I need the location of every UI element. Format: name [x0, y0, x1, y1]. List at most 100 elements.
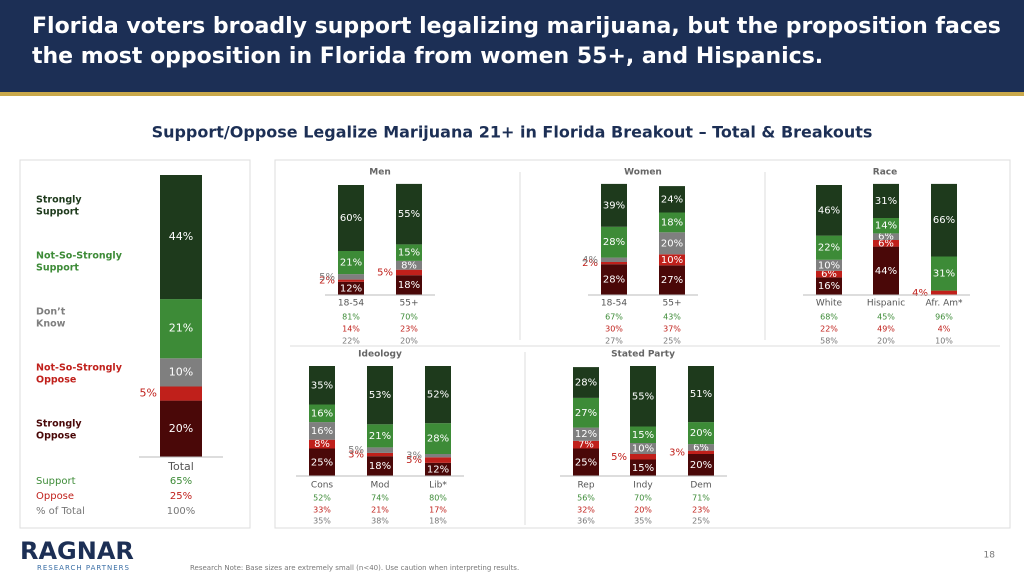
x-tick-label: Lib*: [429, 481, 447, 491]
bar-segment: [873, 183, 899, 218]
bar-segment: [630, 454, 656, 460]
summary-value: 30%: [605, 325, 623, 334]
bar-segment: [873, 233, 899, 240]
bar-segment: [816, 270, 842, 278]
summary-label: Support: [36, 476, 76, 487]
data-label: 55%: [632, 391, 654, 402]
data-label: 66%: [933, 215, 955, 226]
data-label: 10%: [818, 260, 840, 271]
panel-title: Men: [369, 168, 390, 178]
bar-segment: [601, 262, 627, 265]
data-label: 44%: [169, 230, 193, 243]
summary-value: 33%: [313, 506, 331, 515]
footnote: Research Note: Base sizes are extremely …: [190, 564, 519, 572]
data-label: 16%: [311, 426, 333, 437]
x-tick-label: Indy: [633, 481, 653, 491]
bar-segment: [396, 275, 422, 295]
data-label: 5%: [348, 445, 364, 456]
x-tick-label: Hispanic: [867, 299, 905, 309]
bar-segment: [816, 185, 842, 236]
bar-segment: [931, 256, 957, 291]
data-label: 18%: [369, 461, 391, 472]
data-label: 55%: [398, 209, 420, 220]
data-label: 18%: [398, 280, 420, 291]
bar-segment: [659, 254, 685, 266]
bar-segment: [873, 246, 899, 295]
bar-segment: [931, 290, 957, 295]
data-label: 25%: [575, 457, 597, 468]
bar-segment: [367, 366, 393, 425]
bar-segment: [338, 279, 364, 282]
summary-value: 70%: [634, 494, 652, 503]
bar-segment: [659, 265, 685, 295]
data-label: 5%: [377, 267, 393, 278]
bar-segment: [573, 367, 599, 398]
data-label: 20%: [690, 460, 712, 471]
summary-value: 20%: [634, 506, 652, 515]
data-label: 28%: [575, 378, 597, 389]
title-line: the most opposition in Florida from wome…: [32, 44, 824, 69]
bar-segment: [396, 183, 422, 245]
data-label: 16%: [818, 281, 840, 292]
summary-value: 96%: [935, 313, 953, 322]
data-label: 6%: [821, 269, 837, 280]
data-label: 6%: [878, 238, 894, 249]
data-label: 3%: [348, 450, 364, 461]
panel-title: Race: [873, 168, 897, 178]
data-label: 4%: [912, 288, 928, 299]
data-label: 53%: [369, 390, 391, 401]
bar-segment: [573, 448, 599, 476]
summary-label: % of Total: [36, 506, 85, 517]
data-label: 15%: [398, 248, 420, 259]
bar-segment: [630, 443, 656, 454]
bar-segment: [573, 440, 599, 449]
legend-label: Strongly Oppose: [36, 418, 82, 441]
legend-label: Not-So-Strongly Support: [36, 250, 123, 273]
logo-sub: RESEARCH PARTNERS: [37, 564, 130, 572]
data-label: 52%: [427, 390, 449, 401]
summary-value: 49%: [877, 325, 895, 334]
bar-segment: [816, 235, 842, 260]
bar-segment: [630, 366, 656, 427]
summary-value: 17%: [429, 506, 447, 515]
bar-segment: [630, 426, 656, 443]
data-label: 8%: [401, 260, 417, 271]
data-label: 39%: [603, 200, 625, 211]
logo: RAGNAR: [20, 537, 134, 565]
x-tick-label: White: [816, 299, 843, 309]
bar-segment: [367, 456, 393, 476]
data-label: 51%: [690, 389, 712, 400]
data-label: 5%: [319, 272, 335, 283]
bar-segment: [309, 404, 335, 423]
header: Florida voters broadly support legalizin…: [0, 0, 1024, 96]
bar-segment: [630, 459, 656, 476]
data-label: 16%: [311, 408, 333, 419]
data-label: 3%: [406, 451, 422, 462]
summary-value: 35%: [313, 517, 331, 526]
data-label: 8%: [314, 439, 330, 450]
summary-value: 70%: [400, 313, 418, 322]
summary-value: 56%: [577, 494, 595, 503]
x-tick-label: 18-54: [338, 299, 364, 309]
bar-segment: [396, 260, 422, 270]
data-label: 22%: [818, 243, 840, 254]
panel-frame: [19, 159, 251, 529]
data-label: 3%: [669, 447, 685, 458]
summary-value: 80%: [429, 494, 447, 503]
x-tick-label: Dem: [690, 481, 711, 491]
summary-value: 20%: [877, 337, 895, 346]
bar-segment: [573, 397, 599, 428]
bar-segment: [425, 366, 451, 424]
data-label: 31%: [933, 269, 955, 280]
chart-title: Support/Oppose Legalize Marijuana 21+ in…: [152, 123, 873, 142]
bar-segment: [931, 183, 957, 257]
bar-segment: [338, 185, 364, 251]
data-label: 5%: [140, 387, 157, 400]
summary-value: 25%: [663, 337, 681, 346]
data-label: 28%: [603, 237, 625, 248]
data-label: 44%: [875, 266, 897, 277]
data-label: 10%: [632, 444, 654, 455]
x-tick-label: 55+: [663, 299, 682, 309]
bar-segment: [160, 175, 202, 300]
data-label: 18%: [661, 217, 683, 228]
